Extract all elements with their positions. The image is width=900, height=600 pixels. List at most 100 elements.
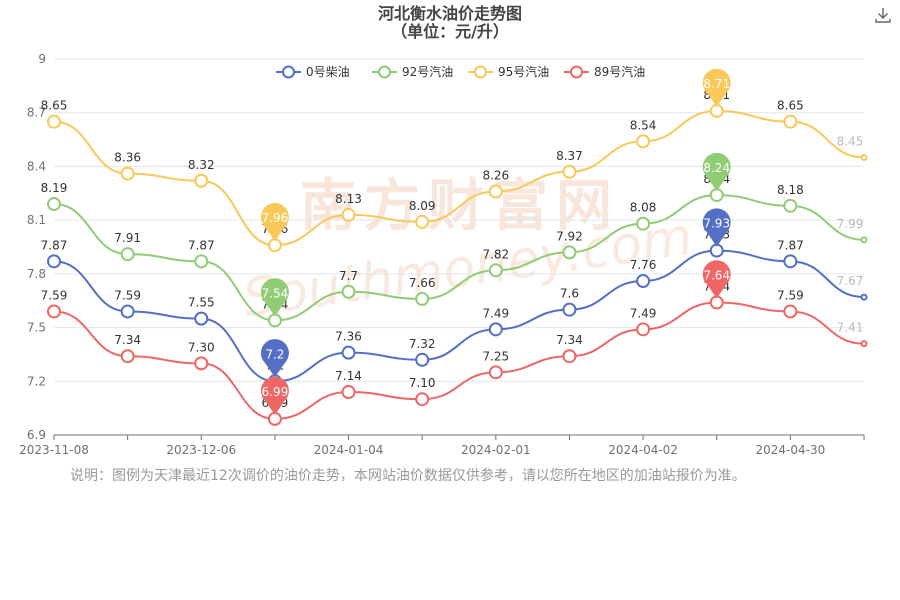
marker-pin: 7.93 xyxy=(702,208,731,247)
data-point[interactable] xyxy=(341,207,356,222)
marker-pin-shape xyxy=(702,208,731,247)
y-tick-label: 7.8 xyxy=(27,267,46,281)
data-label: 7.14 xyxy=(335,369,362,383)
marker-pin-label: 7.54 xyxy=(262,286,289,300)
data-point[interactable] xyxy=(415,214,430,229)
data-point[interactable] xyxy=(47,304,61,319)
data-label: 8.32 xyxy=(188,158,215,172)
legend-symbol xyxy=(282,65,295,79)
data-label: 7.34 xyxy=(556,333,583,347)
data-point[interactable] xyxy=(488,322,503,337)
data-label: 7.36 xyxy=(335,330,362,344)
data-point[interactable] xyxy=(860,340,868,348)
data-point[interactable] xyxy=(120,166,135,181)
data-point[interactable] xyxy=(488,365,503,380)
legend-item[interactable]: 89号汽油 xyxy=(564,64,645,79)
data-point[interactable] xyxy=(341,385,356,400)
y-tick-label: 8.1 xyxy=(27,213,46,227)
data-point[interactable] xyxy=(860,293,868,301)
data-label: 8.54 xyxy=(630,118,657,132)
data-point[interactable] xyxy=(194,311,209,326)
data-label: 7.7 xyxy=(339,269,358,283)
data-point[interactable] xyxy=(562,164,577,179)
data-label: 8.13 xyxy=(335,192,362,206)
data-point[interactable] xyxy=(636,274,651,289)
x-tick-label: 2024-01-04 xyxy=(314,443,384,457)
data-point[interactable] xyxy=(562,245,577,260)
watermark-text: 南方财富网 xyxy=(300,174,620,239)
data-point[interactable] xyxy=(47,254,61,269)
marker-pin-shape xyxy=(702,152,731,192)
data-label: 8.36 xyxy=(114,151,141,165)
data-point[interactable] xyxy=(415,291,430,306)
data-label: 8.65 xyxy=(41,99,68,113)
data-point[interactable] xyxy=(562,349,577,364)
data-label: 7.41 xyxy=(837,321,864,335)
data-point[interactable] xyxy=(47,114,61,129)
data-point[interactable] xyxy=(783,254,798,269)
legend-item[interactable]: 95号汽油 xyxy=(468,64,549,79)
data-point[interactable] xyxy=(562,302,577,317)
line-chart: 南方财富网 Southmoney.com 6.9 7.2 7.5 7.8 8.1 8.4 8… xyxy=(19,52,868,457)
data-point[interactable] xyxy=(341,345,356,360)
data-label: 7.59 xyxy=(777,288,804,302)
x-tick-label: 2024-04-30 xyxy=(755,443,825,457)
data-point[interactable] xyxy=(783,198,798,213)
data-point[interactable] xyxy=(783,304,798,319)
marker-pin-label: 7.2 xyxy=(265,347,284,361)
data-point[interactable] xyxy=(120,247,135,262)
legend: 0号柴油 92号汽油 95号汽油 89号汽油 xyxy=(276,64,645,79)
marker-pin-label: 6.99 xyxy=(262,385,289,399)
data-point[interactable] xyxy=(636,216,651,231)
series-line xyxy=(53,194,865,322)
chart-title: 河北衡水油价走势图 xyxy=(377,4,522,23)
marker-pin-shape xyxy=(260,376,289,415)
data-label: 7.55 xyxy=(188,296,215,310)
data-label: 8.37 xyxy=(556,149,583,163)
data-point[interactable] xyxy=(194,356,209,371)
data-point[interactable] xyxy=(120,304,135,319)
legend-item[interactable]: 92号汽油 xyxy=(372,64,453,79)
marker-pin-shape xyxy=(260,278,289,317)
data-label: 7.34 xyxy=(114,333,141,347)
legend-symbol xyxy=(378,65,391,79)
data-label: 7.6 xyxy=(560,287,579,301)
data-point[interactable] xyxy=(860,236,868,244)
data-label: 8.19 xyxy=(41,181,68,195)
legend-item[interactable]: 0号柴油 xyxy=(276,65,350,79)
data-point[interactable] xyxy=(488,263,503,278)
data-point[interactable] xyxy=(415,392,430,407)
series-line xyxy=(53,249,865,383)
data-point[interactable] xyxy=(194,173,209,188)
data-label: 7.59 xyxy=(114,288,141,302)
data-label: 8.26 xyxy=(482,168,509,182)
marker-pins: 7.2 7.93 7.54 8.24 7.96 8.71 6.99 7.64 xyxy=(260,68,731,415)
marker-pin-label: 7.64 xyxy=(703,269,730,283)
marker-pin-label: 7.96 xyxy=(262,211,289,225)
legend-label: 92号汽油 xyxy=(402,64,453,79)
data-point[interactable] xyxy=(488,184,503,199)
data-point[interactable] xyxy=(783,114,798,129)
data-point[interactable] xyxy=(636,134,651,149)
data-point[interactable] xyxy=(120,349,135,364)
data-label: 8.09 xyxy=(409,199,436,213)
data-label: 7.49 xyxy=(482,306,509,320)
y-tick-label: 8.4 xyxy=(27,159,46,173)
data-point[interactable] xyxy=(47,197,61,212)
marker-pin: 6.99 xyxy=(260,376,289,415)
data-point[interactable] xyxy=(415,352,430,367)
marker-pin: 7.2 xyxy=(260,339,289,378)
data-label: 7.25 xyxy=(482,349,509,363)
data-label: 8.18 xyxy=(777,183,804,197)
data-label: 7.87 xyxy=(41,238,68,252)
marker-pin: 8.24 xyxy=(702,152,731,192)
download-icon[interactable] xyxy=(874,6,892,24)
axes: 6.9 7.2 7.5 7.8 8.1 8.4 8.7 9 2023-11-08 2023-12-… xyxy=(19,52,865,457)
data-label: 7.59 xyxy=(41,288,68,302)
data-point[interactable] xyxy=(194,254,209,269)
data-point[interactable] xyxy=(341,284,356,299)
data-point[interactable] xyxy=(636,322,651,337)
marker-pin: 7.96 xyxy=(260,203,289,242)
data-point[interactable] xyxy=(860,153,868,161)
x-tick-label: 2024-04-02 xyxy=(608,443,678,457)
